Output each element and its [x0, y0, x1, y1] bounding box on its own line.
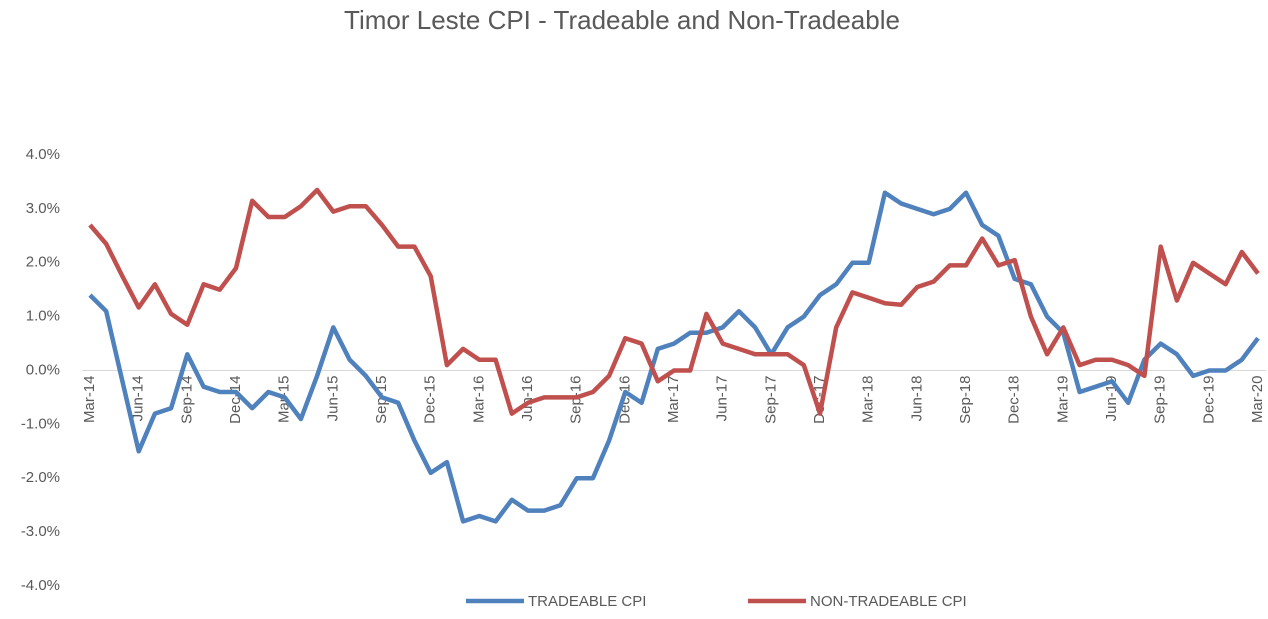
- series-line: [88, 187, 1260, 416]
- chart-title: Timor Leste CPI - Tradeable and Non-Trad…: [344, 5, 900, 35]
- x-tick-label: Jun-14: [130, 376, 147, 422]
- x-tick-label: Dec-19: [1200, 376, 1217, 424]
- x-tick-label: Jun-15: [324, 376, 341, 422]
- series-line: [88, 190, 1260, 524]
- y-tick-label: -4.0%: [21, 577, 60, 594]
- x-tick-label: Dec-14: [227, 376, 244, 424]
- legend-label: TRADEABLE CPI: [528, 593, 646, 610]
- x-tick-label: Jun-18: [908, 376, 925, 422]
- y-tick-label: -1.0%: [21, 415, 60, 432]
- x-tick-label: Mar-14: [81, 376, 98, 424]
- x-tick-label: Dec-18: [1006, 376, 1023, 424]
- x-tick-label: Mar-16: [470, 376, 487, 424]
- x-tick-label: Jun-17: [714, 376, 731, 422]
- x-tick-label: Mar-19: [1054, 376, 1071, 424]
- x-tick-label: Mar-18: [860, 376, 877, 424]
- y-tick-label: 2.0%: [26, 254, 60, 271]
- x-tick-label: Sep-17: [762, 376, 779, 424]
- y-tick-label: 1.0%: [26, 308, 60, 325]
- y-tick-label: -2.0%: [21, 469, 60, 486]
- y-tick-label: 4.0%: [26, 146, 60, 163]
- y-tick-label: 3.0%: [26, 200, 60, 217]
- x-tick-label: Mar-20: [1249, 376, 1266, 424]
- y-tick-label: 0.0%: [26, 361, 60, 378]
- x-tick-label: Dec-15: [422, 376, 439, 424]
- x-tick-label: Sep-16: [568, 376, 585, 424]
- y-tick-label: -3.0%: [21, 523, 60, 540]
- legend-label: NON-TRADEABLE CPI: [810, 593, 967, 610]
- x-tick-label: Jun-16: [519, 376, 536, 422]
- x-tick-label: Sep-14: [178, 376, 195, 424]
- x-tick-label: Sep-19: [1152, 376, 1169, 424]
- x-tick-label: Mar-17: [665, 376, 682, 424]
- x-tick-label: Sep-18: [957, 376, 974, 424]
